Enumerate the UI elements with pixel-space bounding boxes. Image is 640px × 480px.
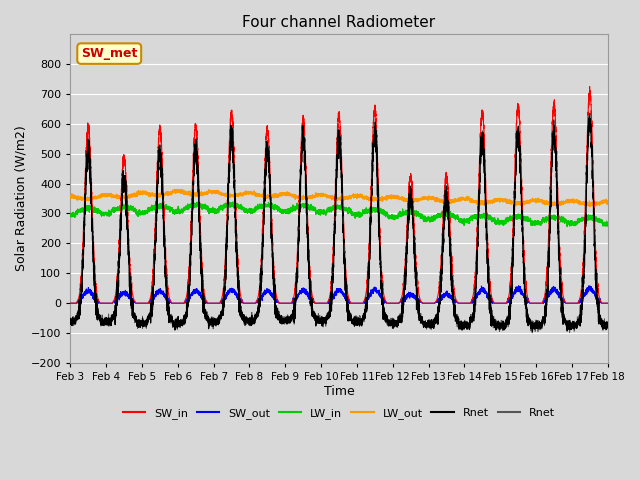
Text: SW_met: SW_met bbox=[81, 47, 138, 60]
Title: Four channel Radiometer: Four channel Radiometer bbox=[243, 15, 436, 30]
Legend: SW_in, SW_out, LW_in, LW_out, Rnet, Rnet: SW_in, SW_out, LW_in, LW_out, Rnet, Rnet bbox=[118, 404, 559, 423]
X-axis label: Time: Time bbox=[324, 385, 355, 398]
Y-axis label: Solar Radiation (W/m2): Solar Radiation (W/m2) bbox=[15, 126, 28, 271]
